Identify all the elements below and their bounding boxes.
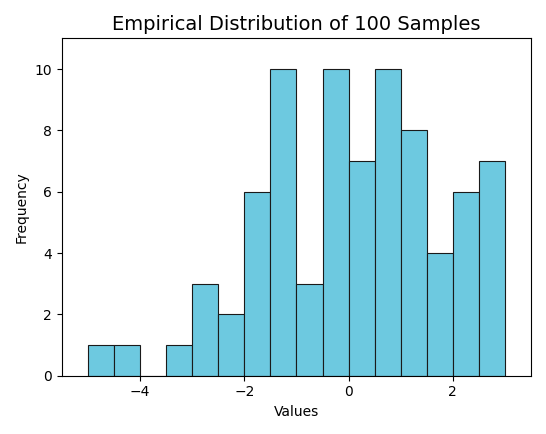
Bar <box>453 192 479 376</box>
Bar <box>88 345 114 376</box>
X-axis label: Values: Values <box>274 405 319 419</box>
Bar <box>427 253 453 376</box>
Bar <box>375 69 401 376</box>
Bar <box>218 314 244 376</box>
Bar <box>166 345 192 376</box>
Bar <box>479 161 505 376</box>
Bar <box>270 69 296 376</box>
Bar <box>244 192 270 376</box>
Y-axis label: Frequency: Frequency <box>15 171 29 243</box>
Title: Empirical Distribution of 100 Samples: Empirical Distribution of 100 Samples <box>112 15 480 34</box>
Bar <box>401 130 427 376</box>
Bar <box>348 161 375 376</box>
Bar <box>323 69 348 376</box>
Bar <box>296 284 323 376</box>
Bar <box>114 345 140 376</box>
Bar <box>192 284 218 376</box>
